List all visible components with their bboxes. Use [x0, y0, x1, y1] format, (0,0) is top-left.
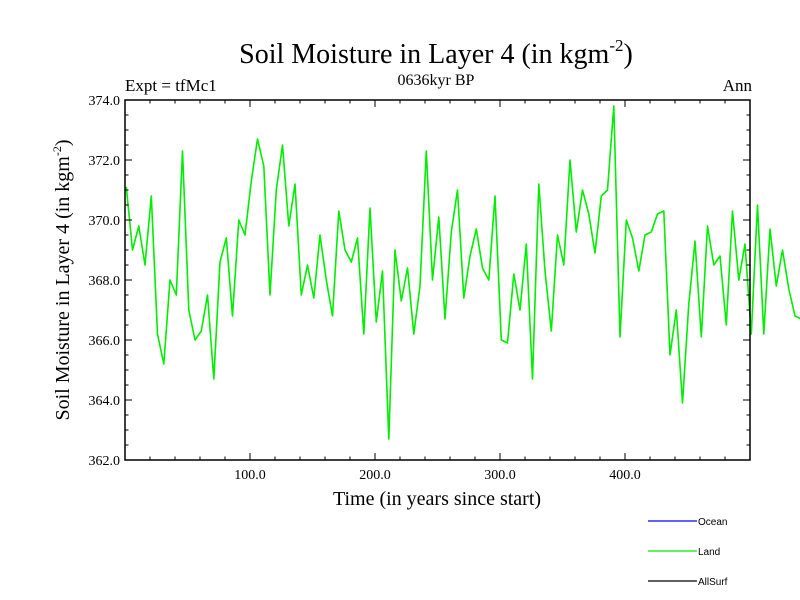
x-tick-label: 100.0 [234, 468, 266, 483]
x-axis-label: Time (in years since start) [333, 488, 541, 510]
x-tick-label: 300.0 [484, 468, 516, 483]
y-tick-label: 362.0 [89, 454, 121, 469]
y-tick-label: 366.0 [89, 334, 121, 349]
series-line-land [125, 105, 800, 440]
chart-title: Soil Moisture in Layer 4 (in kgm-2) [239, 36, 633, 70]
y-axis: 362.0 364.0 366.0 368.0 370.0 372.0 374.0 [89, 94, 750, 469]
y-tick-label: 374.0 [89, 94, 121, 109]
y-tick-label: 372.0 [89, 154, 121, 169]
x-axis: 100.0 200.0 300.0 400.0 [149, 100, 726, 483]
y-tick-label: 370.0 [89, 214, 121, 229]
chart-subtitle: 0636kyr BP [398, 72, 475, 89]
y-axis-label: Soil Moisture in Layer 4 (in kgm-2) [50, 139, 74, 420]
legend-label-land: Land [698, 547, 720, 558]
experiment-label: Expt = tfMc1 [125, 76, 217, 95]
legend-label-ocean: Ocean [698, 517, 727, 528]
season-label: Ann [723, 76, 753, 95]
x-tick-label: 200.0 [359, 468, 391, 483]
legend: Ocean Land AllSurf [648, 517, 728, 588]
legend-label-allsurf: AllSurf [698, 577, 728, 588]
x-tick-label: 400.0 [609, 468, 641, 483]
y-tick-label: 364.0 [89, 394, 121, 409]
y-tick-label: 368.0 [89, 274, 121, 289]
